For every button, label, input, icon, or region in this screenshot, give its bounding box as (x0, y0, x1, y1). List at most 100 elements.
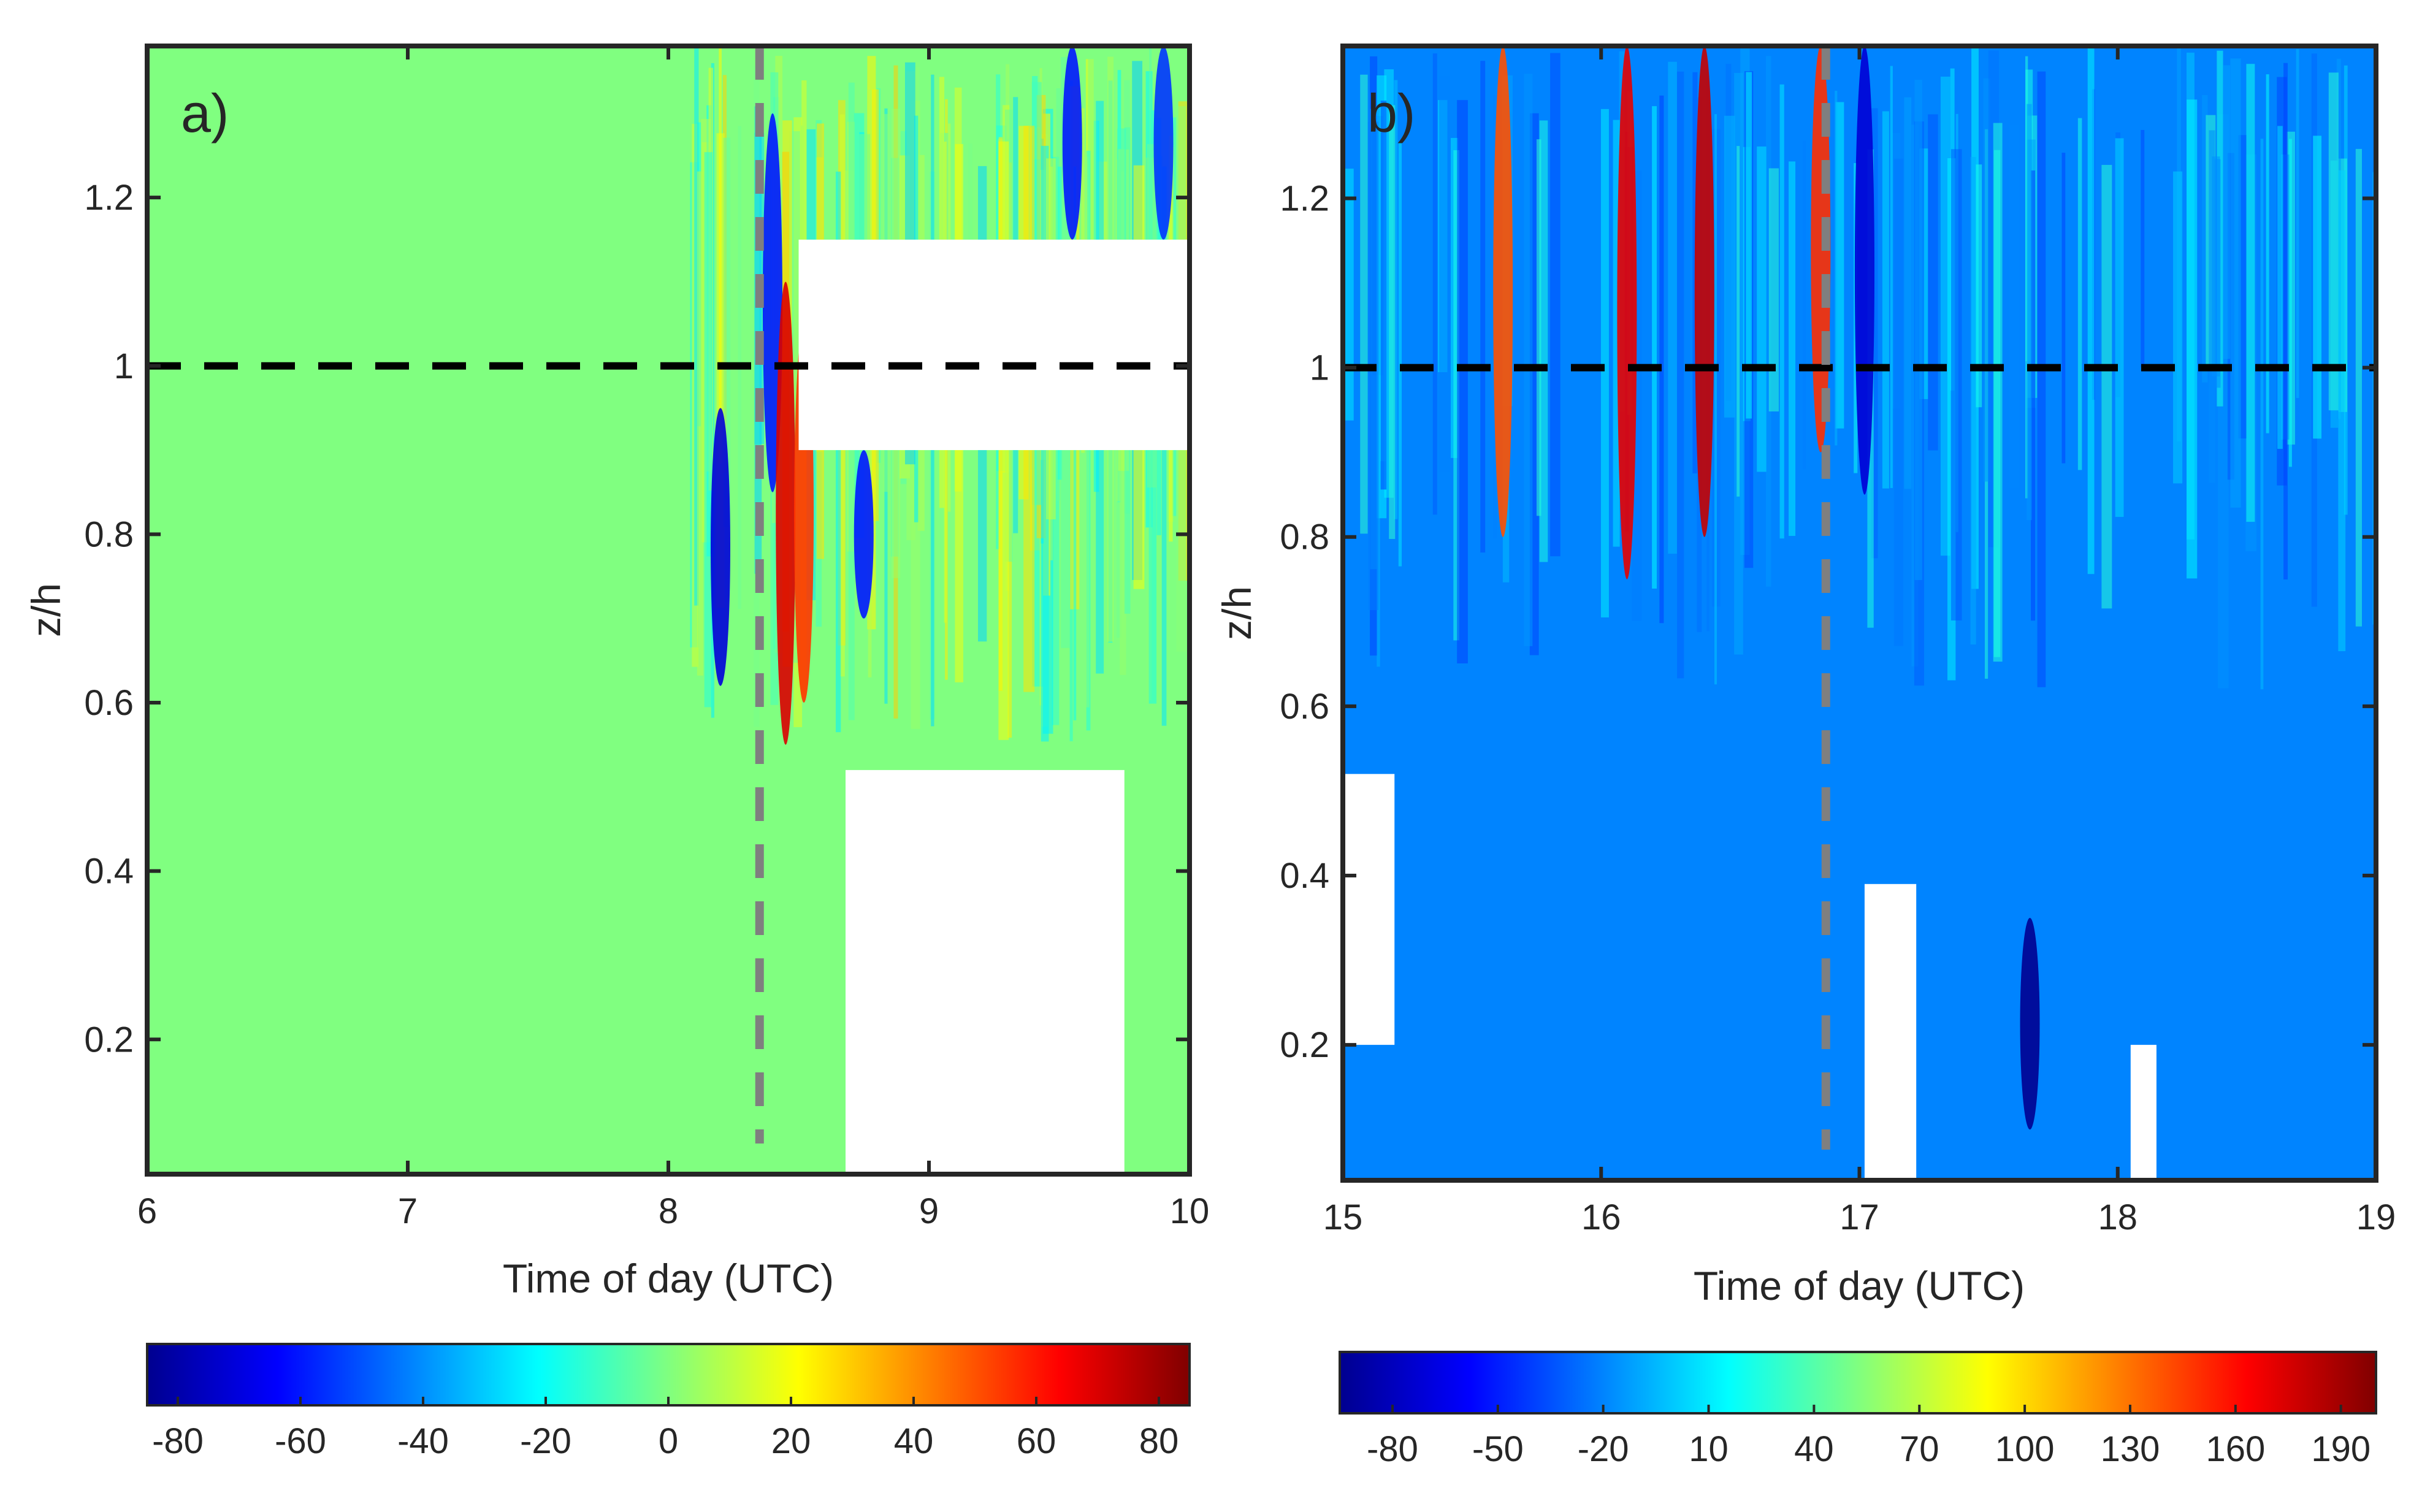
texture-strip (1970, 157, 1976, 645)
colorbar-tick-label: 10 (1689, 1429, 1729, 1469)
y-tick-label: 0.6 (1280, 687, 1329, 727)
texture-strip (1983, 78, 1990, 482)
colorbar-a-ticks: -80 -60 -40 -20 0 20 40 60 80 (152, 1397, 1179, 1461)
panel-b: 15 16 17 18 19 0.2 0.4 0.6 0.8 1 1.2 b) Time of d… (1214, 44, 2396, 1308)
texture-strip (1439, 75, 1450, 472)
texture-strip (2077, 118, 2082, 470)
texture-strip (1539, 120, 1548, 562)
texture-strip (1950, 149, 1962, 620)
panel-a-heatmap-streaks (711, 46, 1174, 745)
colorbar-tick-label: 20 (771, 1421, 811, 1461)
texture-strip (1768, 168, 1779, 412)
texture-strip (1914, 80, 1922, 581)
texture-strip (697, 171, 703, 676)
texture-strip (719, 46, 722, 464)
texture-strip (1394, 80, 1398, 519)
texture-strip (1613, 120, 1620, 547)
texture-strip (1457, 100, 1468, 663)
colorbar-tick-label: 40 (894, 1421, 934, 1461)
missing-data-region (2130, 1045, 2156, 1180)
y-tick-label: 0.4 (1280, 856, 1329, 896)
texture-strip (1724, 115, 1735, 418)
colorbar-tick-label: 70 (1900, 1429, 1939, 1469)
y-tick-label: 1.2 (1280, 179, 1329, 219)
texture-strip (1677, 71, 1684, 679)
heatmap-streak (776, 281, 796, 745)
texture-strip (2037, 71, 2046, 687)
texture-strip (1343, 169, 1354, 421)
texture-strip (2223, 65, 2231, 359)
x-tick-label: 16 (1581, 1197, 1621, 1237)
x-tick-label: 17 (1839, 1197, 1879, 1237)
texture-strip (1360, 74, 1368, 534)
texture-strip (1928, 114, 1938, 451)
missing-data-region (798, 239, 1190, 451)
colorbar-b: -80 -50 -20 10 40 70 100 130 160 190 (1339, 1351, 2377, 1469)
texture-strip (1536, 139, 1541, 516)
heatmap-streak (711, 408, 730, 686)
texture-strip (1746, 72, 1752, 419)
texture-strip (2283, 63, 2288, 580)
texture-strip (1893, 158, 1904, 646)
texture-strip (1736, 146, 1740, 497)
y-tick-label: 0.4 (84, 852, 134, 892)
texture-strip (1714, 114, 1717, 685)
colorbar-tick-label: 60 (1017, 1421, 1056, 1461)
heatmap-streak (1153, 46, 1174, 240)
heatmap-streak (1854, 46, 1874, 495)
texture-strip (1524, 74, 1533, 646)
texture-strip (1380, 101, 1387, 490)
colorbar-tick-label: -80 (152, 1421, 204, 1461)
texture-strip (1766, 56, 1771, 587)
texture-strip (1453, 150, 1459, 641)
heatmap-streak (2020, 918, 2040, 1130)
texture-strip (2031, 170, 2036, 621)
colorbar-b-gradient (1339, 1351, 2377, 1415)
colorbar-tick-label: 160 (2206, 1429, 2265, 1469)
texture-strip (1835, 91, 1838, 446)
missing-data-region (1864, 884, 1917, 1180)
panel-b-label: b) (1367, 83, 1415, 143)
panel-b-x-ticks: 15 16 17 18 19 (1323, 46, 2396, 1237)
texture-strip (2202, 95, 2208, 383)
colorbar-tick-label: -60 (275, 1421, 326, 1461)
panel-a: 6 7 8 9 10 0.2 0.4 0.6 0.8 1 1.2 a) Time of day (… (23, 44, 1210, 1301)
texture-strip (2173, 171, 2183, 484)
colorbar-tick-label: 80 (1139, 1421, 1179, 1461)
panel-a-missing-data (798, 239, 1190, 1174)
texture-strip (1398, 142, 1402, 567)
colorbar-a-gradient (146, 1343, 1191, 1407)
texture-strip (2087, 46, 2095, 575)
texture-strip (2328, 72, 2339, 411)
texture-strip (2266, 74, 2269, 433)
texture-strip (1480, 61, 1486, 553)
colorbar-b-ticks: -80 -50 -20 10 40 70 100 130 160 190 (1367, 1405, 2370, 1469)
x-tick-label: 10 (1170, 1191, 1210, 1231)
heatmap-streak (854, 450, 874, 619)
texture-strip (1904, 97, 1912, 489)
y-tick-label: 1 (114, 346, 134, 386)
panel-b-y-ticks: 0.2 0.4 0.6 0.8 1 1.2 (1280, 179, 2376, 1065)
heatmap-streak (1062, 46, 1082, 240)
texture-strip (704, 152, 713, 708)
texture-strip (2115, 138, 2124, 517)
texture-strip (1668, 61, 1677, 554)
texture-strip (2101, 164, 2112, 609)
x-tick-label: 18 (2098, 1197, 2137, 1237)
texture-strip (1757, 146, 1767, 472)
texture-strip (2246, 64, 2255, 522)
texture-strip (1652, 106, 1657, 589)
colorbar-tick-label: 0 (659, 1421, 678, 1461)
heatmap-streak (1694, 46, 1714, 537)
texture-strip (1779, 84, 1784, 539)
texture-strip (2141, 129, 2145, 367)
texture-strip (723, 137, 731, 527)
panel-a-x-axis-label: Time of day (UTC) (503, 1256, 834, 1301)
texture-strip (2296, 49, 2299, 399)
texture-strip (2187, 99, 2198, 579)
texture-strip (1389, 105, 1396, 540)
panel-b-heatmap-texture (1343, 46, 2376, 690)
texture-strip (1600, 109, 1609, 617)
texture-strip (1835, 102, 1844, 429)
